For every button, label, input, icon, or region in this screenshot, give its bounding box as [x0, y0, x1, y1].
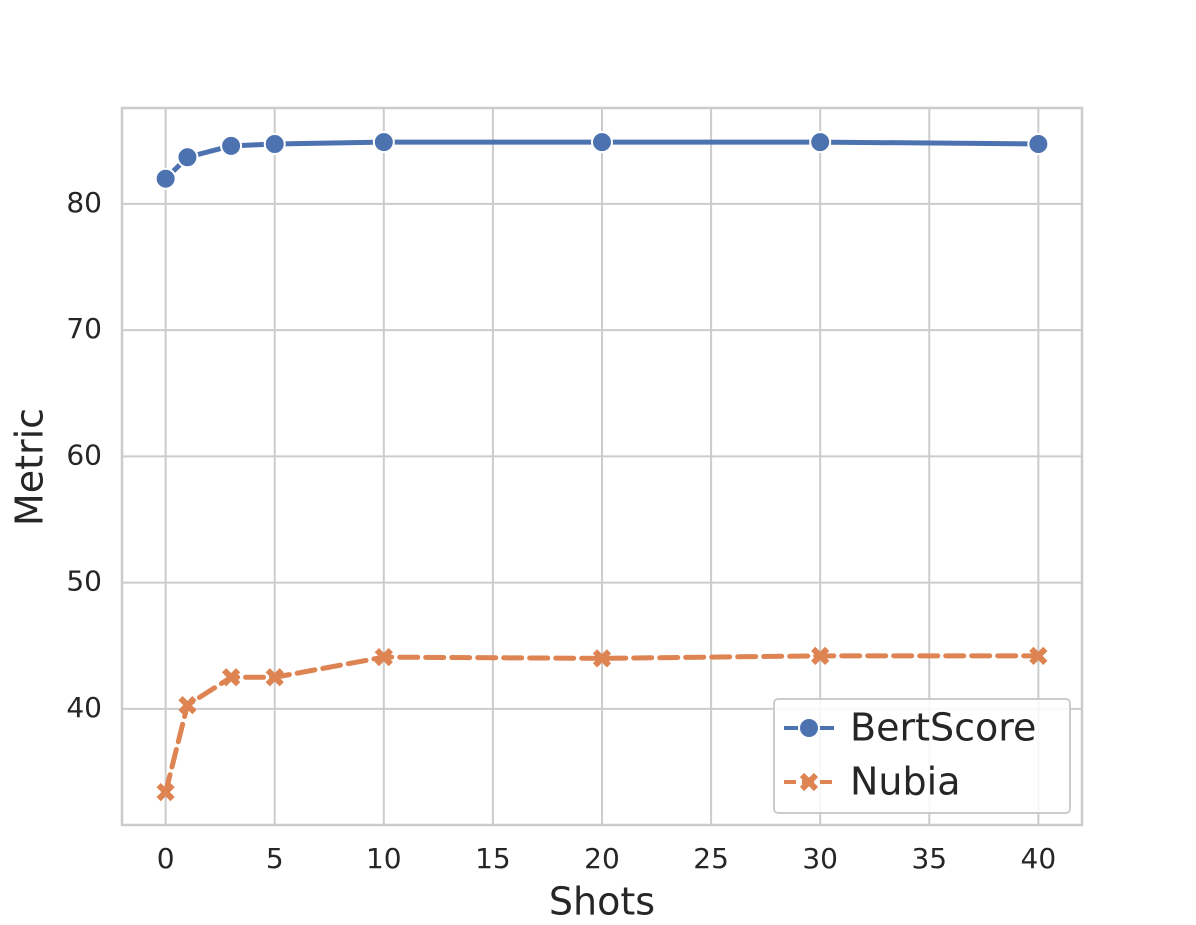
- point: [811, 646, 830, 665]
- x-tick-label: 20: [584, 842, 620, 875]
- point: [178, 695, 197, 715]
- y-tick-label: 70: [66, 312, 102, 345]
- legend-box: [773, 698, 1071, 814]
- point: [263, 132, 286, 155]
- point: [1029, 646, 1048, 665]
- point: [591, 131, 613, 154]
- x-tick-label: 5: [266, 842, 284, 875]
- x-tick-label: 30: [802, 842, 838, 875]
- point: [176, 146, 199, 169]
- legend-label: Nubia: [850, 760, 960, 804]
- x-tick-label: 35: [911, 842, 947, 875]
- y-tick-label: 40: [66, 691, 102, 724]
- point: [221, 668, 241, 687]
- point: [156, 783, 175, 802]
- point: [154, 167, 177, 190]
- x-tick-label: 40: [1021, 842, 1057, 875]
- legend-marker: [799, 772, 819, 792]
- point: [374, 647, 393, 667]
- legend-label: BertScore: [850, 706, 1036, 750]
- x-tick-label: 0: [157, 842, 175, 875]
- y-tick-label: 50: [66, 565, 102, 598]
- point: [1027, 132, 1050, 155]
- point: [265, 668, 284, 687]
- legend-marker: [798, 717, 820, 739]
- point: [592, 649, 612, 668]
- plot-frame: [120, 106, 1084, 827]
- x-tick-label: 10: [366, 842, 402, 875]
- y-tick-label: 60: [66, 438, 102, 471]
- y-axis-label: Metric: [8, 408, 52, 526]
- y-tick-label: 80: [66, 186, 102, 219]
- x-axis-label: Shots: [549, 880, 655, 924]
- point: [220, 134, 243, 157]
- point: [809, 131, 832, 154]
- point: [372, 131, 395, 154]
- x-tick-label: 25: [693, 842, 729, 875]
- x-tick-label: 15: [475, 842, 511, 875]
